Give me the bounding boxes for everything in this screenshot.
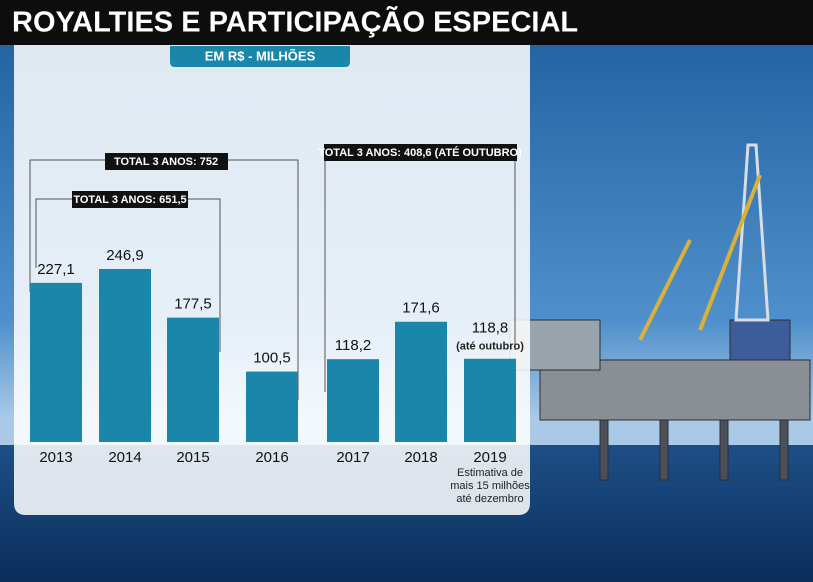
bar	[464, 358, 516, 442]
bar	[167, 317, 219, 442]
value-label: 118,2	[335, 337, 371, 354]
x-tick-label: 2015	[176, 449, 209, 466]
bar	[395, 321, 447, 442]
chart-title: ROYALTIES E PARTICIPAÇÃO ESPECIAL	[12, 5, 578, 39]
x-tick-label: 2016	[255, 449, 288, 466]
footnote: até dezembro	[456, 493, 523, 505]
x-tick-label: 2014	[108, 449, 141, 466]
x-tick-label: 2017	[336, 449, 369, 466]
x-tick-label: 2019	[473, 449, 506, 466]
chart-panel	[14, 45, 530, 515]
subtitle-tab	[170, 46, 350, 67]
footnote: mais 15 milhões	[450, 480, 530, 492]
subtitle: EM R$ - MILHÕES	[205, 48, 316, 63]
annotation: TOTAL 3 ANOS: 752	[114, 156, 218, 168]
x-tick-label: 2013	[39, 449, 72, 466]
annotation-box	[324, 144, 517, 161]
value-label: 118,8	[472, 320, 508, 337]
bar	[327, 359, 379, 442]
value-label: 171,6	[402, 300, 440, 317]
bar	[99, 269, 151, 442]
value-label: 100,5	[253, 350, 291, 367]
value-label: 227,1	[37, 261, 75, 278]
bar	[30, 282, 82, 442]
annotation-box	[105, 153, 228, 170]
value-note: (até outubro)	[456, 341, 524, 353]
footnote: Estimativa de	[457, 467, 523, 479]
bar	[246, 371, 298, 442]
annotation-box	[72, 191, 188, 208]
annotation: TOTAL 3 ANOS: 651,5	[73, 194, 186, 206]
x-tick-label: 2018	[404, 449, 437, 466]
title-bar	[0, 0, 813, 45]
value-label: 177,5	[174, 296, 212, 313]
annotation: TOTAL 3 ANOS: 408,6 (ATÉ OUTUBRO)	[318, 146, 522, 159]
value-label: 246,9	[106, 247, 144, 264]
